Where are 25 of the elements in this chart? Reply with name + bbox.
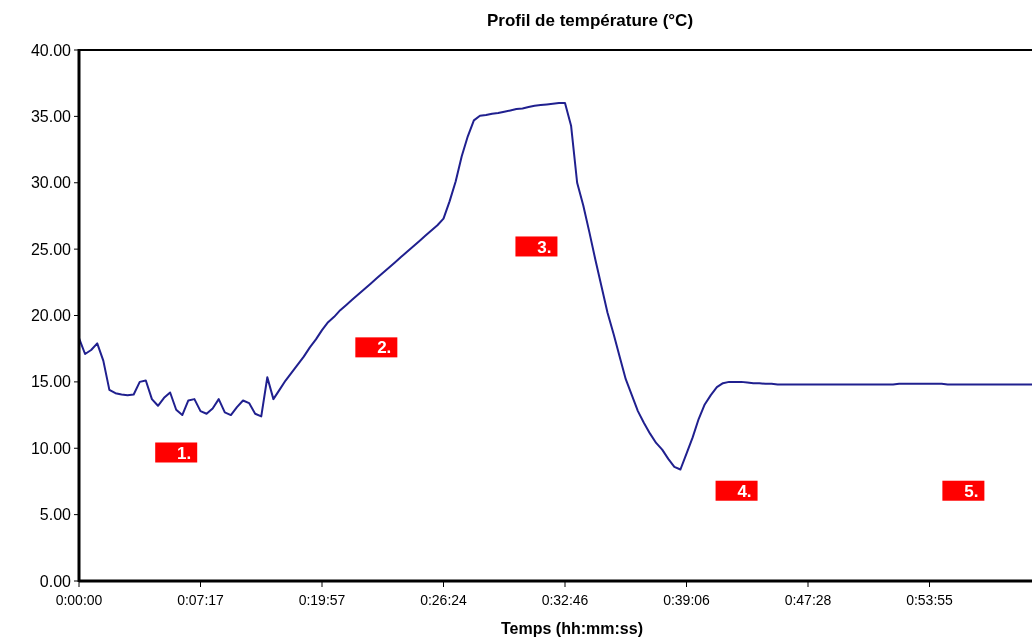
y-tick-label: 0.00 bbox=[39, 572, 72, 590]
y-tick-label: 30.00 bbox=[30, 174, 72, 192]
x-axis-title: Temps (hh:mm:ss) bbox=[501, 620, 643, 637]
y-tick-label: 40.00 bbox=[30, 41, 72, 59]
x-tick-label: 0:19:57 bbox=[298, 592, 346, 608]
y-tick-label: 20.00 bbox=[30, 307, 72, 325]
line-series bbox=[78, 102, 1032, 471]
annotation: 4. bbox=[737, 481, 752, 501]
annotation: 2. bbox=[377, 338, 392, 358]
chart-title: Profil de température (°C) bbox=[486, 11, 694, 30]
x-tick-label: 0:26:24 bbox=[420, 592, 468, 608]
x-tick-label: 0:00:00 bbox=[55, 592, 103, 608]
y-tick-label: 10.00 bbox=[30, 439, 72, 457]
y-tick-label: 25.00 bbox=[30, 240, 72, 258]
x-tick-label: 0:39:06 bbox=[663, 592, 711, 608]
y-tick-label: 5.00 bbox=[39, 506, 72, 524]
y-tick-label: 15.00 bbox=[30, 373, 72, 391]
x-tick-label: 0:53:55 bbox=[906, 592, 954, 608]
x-tick-label: 0:32:46 bbox=[541, 592, 589, 608]
annotation: 3. bbox=[537, 237, 552, 257]
x-tick-label: 0:47:28 bbox=[784, 592, 832, 608]
x-tick-label: 0:07:17 bbox=[177, 592, 225, 608]
annotation: 5. bbox=[964, 481, 979, 501]
annotation: 1. bbox=[177, 443, 192, 463]
y-tick-label: 35.00 bbox=[30, 107, 72, 125]
